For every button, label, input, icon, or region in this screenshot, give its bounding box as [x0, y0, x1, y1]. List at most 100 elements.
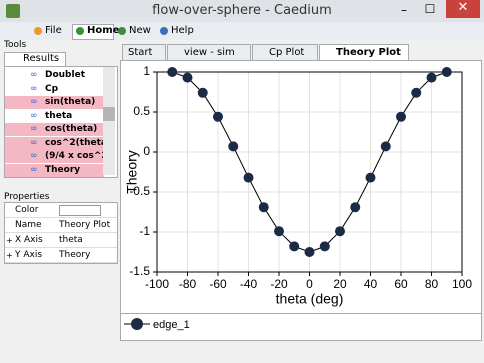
prop-value: Theory Plot [59, 220, 111, 230]
menu-icon [160, 27, 168, 35]
maximize-button[interactable]: ☐ [424, 2, 436, 16]
legend-marker [131, 318, 143, 330]
doc-tab[interactable]: Cp Plot [252, 44, 318, 60]
tab-label: view - sim [184, 47, 235, 58]
close-button[interactable]: ✕ [446, 0, 480, 18]
ribbon: File Home New Help [0, 22, 484, 40]
prop-row-line [5, 232, 117, 233]
data-point [289, 241, 300, 252]
y-tick-label: 1 [143, 64, 150, 78]
x-tick-label: -60 [209, 277, 227, 291]
data-point [182, 72, 193, 83]
item-icon: ∞ [30, 124, 38, 134]
tree-scrollbar [103, 67, 115, 175]
doc-tab[interactable]: view - sim [167, 44, 251, 60]
x-tick-label: 80 [425, 277, 439, 291]
y-tick-label: -1 [139, 224, 150, 238]
item-icon: ∞ [30, 164, 38, 175]
prop-name: Y Axis [15, 250, 43, 260]
minimize-button[interactable]: – [401, 3, 407, 17]
results-tab-label: Results [23, 53, 60, 64]
scroll-thumb [103, 107, 115, 121]
prop-name: Color [15, 205, 39, 215]
data-point [213, 111, 223, 122]
y-tick-label: 0.5 [133, 104, 150, 118]
plot-frame [156, 71, 463, 273]
prop-row-line [5, 217, 117, 218]
row-highlight [5, 96, 104, 109]
x-axis-label: theta (deg) [276, 291, 344, 307]
prop-row-line [5, 262, 117, 263]
prop-value: theta [59, 235, 83, 245]
data-point [426, 72, 437, 83]
app-icon [6, 4, 20, 18]
legend-area [120, 313, 482, 341]
results-tree: ∞ Doublet ∞ Cp ∞ sin(theta) ∞ theta ∞ cos(theta) ∞… [4, 66, 118, 178]
color-swatch[interactable] [59, 205, 101, 216]
results-tab[interactable]: Results [4, 52, 66, 67]
prop-name: Name [15, 220, 42, 230]
row-highlight [5, 163, 104, 177]
tree-item[interactable]: Cp [45, 83, 59, 94]
y-tick-label: -0.5 [129, 184, 150, 198]
item-icon: ∞ [30, 110, 38, 121]
x-tick-label: -100 [145, 277, 169, 291]
data-point [243, 172, 254, 183]
data-point [319, 241, 330, 252]
data-point [396, 111, 406, 122]
data-point [197, 87, 208, 98]
x-tick-label: -40 [240, 277, 258, 291]
doc-tab[interactable]: Start [122, 44, 166, 60]
data-point [228, 141, 239, 152]
prop-name: X Axis [15, 235, 43, 245]
legend-label: edge_1 [153, 319, 190, 331]
y-tick-label: 0 [143, 144, 150, 158]
x-tick-label: 40 [364, 277, 378, 291]
x-tick-label: 60 [394, 277, 408, 291]
tree-item[interactable]: theta [45, 110, 73, 121]
tree-item[interactable]: cos^2(theta) [45, 137, 103, 148]
data-point [441, 67, 452, 77]
title-bar [0, 0, 484, 22]
properties-grid: Color Name Theory Plot + X Axis theta + Y Axis T… [4, 202, 118, 264]
tree-item[interactable]: Theory [45, 164, 81, 175]
menu-icon [34, 27, 42, 35]
menu-icon [118, 27, 126, 35]
properties-label: Properties [4, 192, 50, 202]
menu-label: Home [87, 25, 120, 36]
data-point [380, 141, 391, 152]
data-point [258, 202, 269, 213]
data-point [365, 172, 376, 183]
x-tick-label: -80 [179, 277, 197, 291]
y-tick-label: -1.5 [129, 264, 150, 278]
data-point [167, 67, 178, 77]
tree-item[interactable]: sin(theta) [45, 97, 96, 107]
item-icon: ∞ [30, 70, 38, 80]
expand-box: + [6, 251, 13, 260]
menu-icon [76, 27, 84, 35]
tree-item[interactable]: cos(theta) [45, 124, 98, 134]
tree-item[interactable]: (9/4 x cos^2( [45, 151, 103, 161]
x-tick-label: -20 [270, 277, 288, 291]
data-point [411, 87, 422, 98]
data-point [304, 247, 315, 257]
expand-box: + [6, 236, 13, 245]
x-tick-label: 0 [306, 277, 313, 291]
doc-tab[interactable]: Theory Plot [319, 44, 409, 60]
data-point [274, 226, 284, 237]
row-highlight [5, 150, 104, 163]
menu-label: Help [171, 25, 194, 36]
data-point [350, 202, 361, 213]
x-tick-label: 100 [452, 277, 472, 291]
x-tick-label: 20 [333, 277, 347, 291]
item-icon: ∞ [30, 137, 38, 148]
tab-label: Start [128, 47, 153, 58]
row-highlight [5, 136, 104, 150]
prop-row-line [5, 247, 117, 248]
tab-label: Theory Plot [336, 47, 401, 58]
data-point [335, 226, 345, 237]
tab-label: Cp Plot [269, 47, 305, 58]
tree-item[interactable]: Doublet [45, 70, 85, 80]
